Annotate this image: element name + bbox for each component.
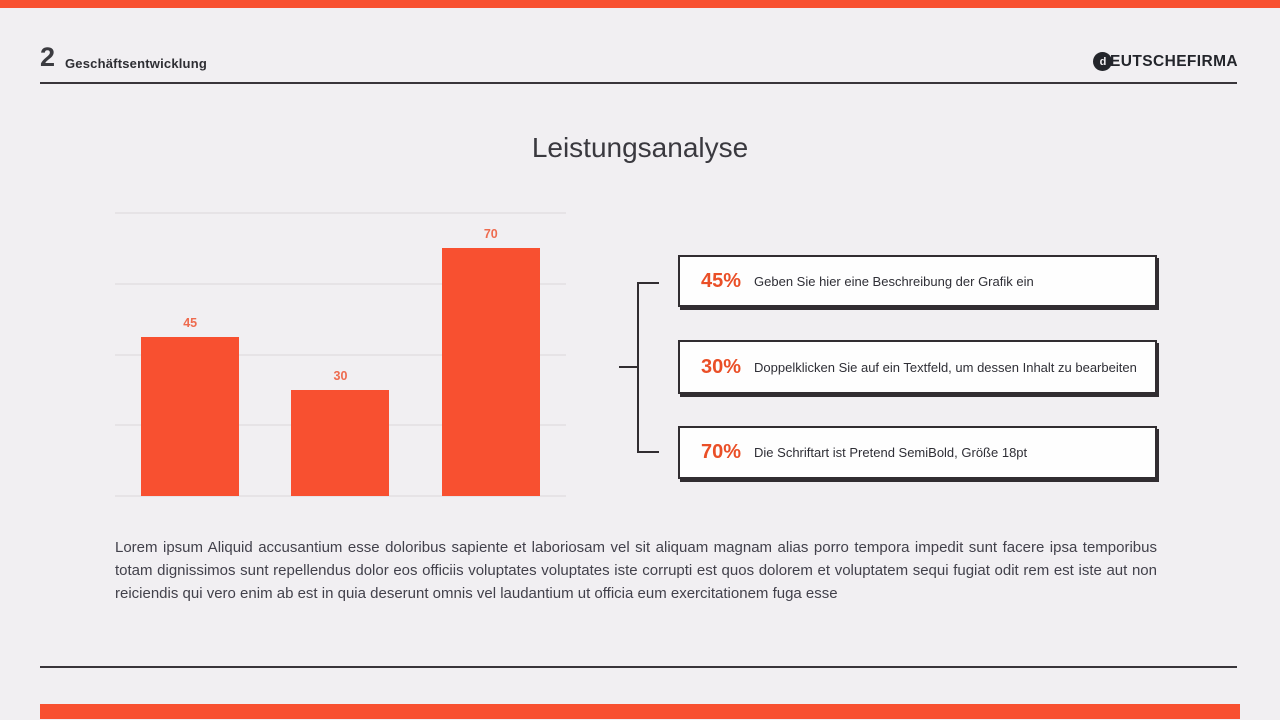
bottom-accent-bar bbox=[40, 704, 1240, 719]
bar-value-label: 70 bbox=[483, 227, 498, 242]
callout-card-1[interactable]: 45% Geben Sie hier eine Beschreibung der… bbox=[678, 255, 1157, 307]
bar-value-label: 45 bbox=[183, 315, 198, 330]
callout-description: Die Schriftart ist Pretend SemiBold, Grö… bbox=[754, 445, 1028, 460]
bar bbox=[291, 389, 390, 496]
bar-slot: 30 bbox=[265, 213, 415, 496]
bar bbox=[141, 336, 240, 496]
body-paragraph[interactable]: Lorem ipsum Aliquid accusantium esse dol… bbox=[115, 539, 1157, 603]
bar-value-label: 30 bbox=[333, 368, 348, 383]
callout-card-2[interactable]: 30% Doppelklicken Sie auf ein Textfeld, … bbox=[678, 340, 1157, 394]
callout-description: Geben Sie hier eine Beschreibung der Gra… bbox=[754, 273, 1034, 289]
brand-text: DEUTSCHEFIRMA bbox=[1098, 52, 1238, 70]
bar bbox=[441, 248, 540, 496]
connector-stub-bottom bbox=[637, 451, 659, 453]
callout-percentage: 30% bbox=[701, 355, 742, 378]
connector-stub-middle bbox=[619, 366, 639, 368]
header-divider bbox=[40, 82, 1237, 84]
company-logo: d DEUTSCHEFIRMA bbox=[1093, 52, 1238, 71]
bar-slot: 70 bbox=[416, 213, 566, 496]
logo-icon: d bbox=[1093, 52, 1113, 71]
chart-bars: 45 30 70 bbox=[115, 213, 566, 496]
page-number: 2 bbox=[40, 42, 56, 72]
callout-description: Doppelklicken Sie auf ein Textfeld, um d… bbox=[754, 359, 1137, 375]
bar-chart[interactable]: 45 30 70 bbox=[115, 212, 566, 497]
gridline bbox=[115, 495, 566, 497]
section-title: Geschäftsentwicklung bbox=[65, 56, 207, 71]
gridline bbox=[115, 354, 566, 355]
callout-card-3[interactable]: 70% Die Schriftart ist Pretend SemiBold,… bbox=[678, 426, 1157, 479]
gridline bbox=[115, 283, 566, 285]
callout-percentage: 70% bbox=[701, 441, 742, 463]
connector-bracket-line bbox=[637, 283, 639, 453]
gridline bbox=[115, 212, 566, 214]
bar-slot: 45 bbox=[115, 213, 265, 496]
footer-divider bbox=[40, 666, 1237, 668]
callout-percentage: 45% bbox=[701, 269, 742, 292]
top-accent-bar bbox=[0, 0, 1280, 8]
page-title[interactable]: Leistungsanalyse bbox=[531, 132, 749, 163]
connector-stub-top bbox=[637, 282, 659, 284]
